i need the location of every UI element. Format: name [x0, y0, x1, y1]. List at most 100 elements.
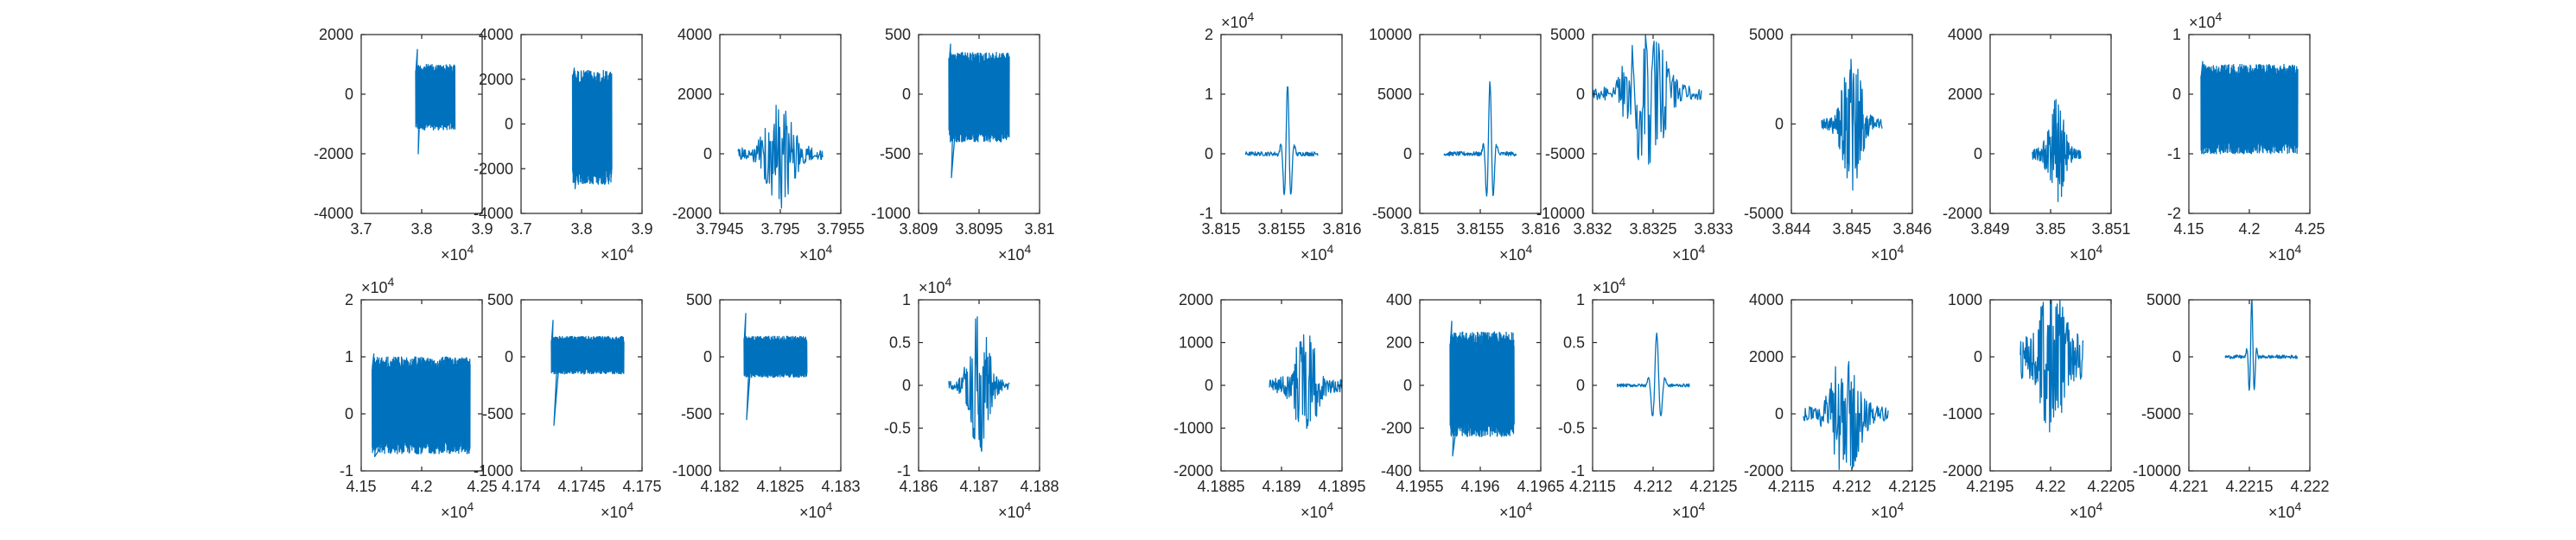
x-tick-label: 3.7955 [817, 220, 864, 238]
y-tick-label: 5000 [1550, 26, 1585, 43]
x-tick-label: 3.8155 [1456, 220, 1504, 238]
x-exponent-label: ×104 [1871, 242, 1905, 264]
y-tick-label: 1 [2172, 26, 2181, 43]
y-tick-label: 2000 [479, 71, 513, 88]
y-tick-label: -4000 [474, 205, 513, 222]
series-line [371, 353, 471, 458]
x-tick-label: 4.1745 [557, 478, 605, 495]
subplot-12: 4.174 4.1745 4.175 -1000 -500 0 500 ×104 [474, 291, 662, 521]
y-tick-label: 0 [345, 405, 353, 422]
y-tick-label: -1 [897, 462, 911, 480]
subplot-17: 4.2115 4.212 4.2125 -1 -0.5 0 0.5 1 ×104 ×104 [1558, 275, 1738, 521]
y-tick-label: -1000 [672, 462, 712, 480]
y-tick-label: 2 [1205, 26, 1213, 43]
y-tick-label: 0 [1403, 377, 1412, 394]
series-line [2032, 98, 2082, 202]
x-tick-label: 3.795 [760, 220, 799, 238]
subplot-14: 4.186 4.187 4.188 -1 -0.5 0 0.5 1 ×104 ×104 [884, 275, 1059, 521]
x-tick-label: 3.7 [350, 220, 372, 238]
axes-box [1220, 34, 1343, 214]
x-tick-label: 4.1955 [1396, 478, 1443, 495]
series-line [2224, 299, 2299, 391]
x-exponent-label: ×104 [799, 242, 833, 264]
series-line [743, 313, 808, 421]
x-tick-label: 3.7945 [696, 220, 743, 238]
x-tick-label: 4.1885 [1197, 478, 1244, 495]
y-tick-label: 500 [487, 291, 513, 308]
axes-box [1989, 34, 2112, 214]
y-tick-label: 0 [505, 116, 513, 133]
y-tick-label: 5000 [1377, 86, 1412, 103]
series-line [550, 320, 625, 426]
x-tick-label: 4.189 [1262, 478, 1301, 495]
x-exponent-label: ×104 [1871, 499, 1905, 521]
y-tick-label: -4000 [314, 205, 353, 222]
x-exponent-label: ×104 [1301, 242, 1334, 264]
series-line [415, 48, 456, 155]
x-tick-label: 4.2205 [2087, 478, 2134, 495]
y-exponent-label: ×104 [2189, 10, 2223, 31]
x-tick-label: 3.816 [1322, 220, 1361, 238]
y-exponent-label: ×104 [1593, 275, 1626, 296]
x-tick-label: 4.25 [467, 478, 497, 495]
y-tick-label: -500 [681, 405, 712, 422]
y-tick-label: -2000 [1174, 462, 1213, 480]
x-tick-label: 4.1825 [756, 478, 804, 495]
x-tick-label: 4.2 [410, 478, 432, 495]
x-tick-label: 4.2115 [1569, 478, 1616, 495]
y-tick-label: 10000 [1369, 26, 1412, 43]
y-tick-label: 2000 [1179, 291, 1213, 308]
x-exponent-label: ×104 [601, 499, 634, 521]
axes-box [520, 299, 643, 472]
y-tick-label: 4000 [1749, 291, 1784, 308]
y-tick-label: 0 [703, 145, 712, 162]
y-tick-label: 400 [1386, 291, 1412, 308]
axes-box [1419, 34, 1542, 214]
y-tick-label: -1000 [871, 205, 911, 222]
y-tick-label: -2000 [672, 205, 712, 222]
y-tick-label: 1000 [1948, 291, 1982, 308]
subplot-18: 4.2115 4.212 4.2125 -2000 0 2000 4000 ×104 [1744, 291, 1937, 521]
y-tick-label: 5000 [1749, 26, 1784, 43]
x-exponent-label: ×104 [601, 242, 634, 264]
x-tick-label: 4.2125 [1689, 478, 1737, 495]
x-tick-label: 3.85 [2035, 220, 2065, 238]
y-tick-label: 2000 [677, 86, 712, 103]
y-tick-label: 1 [1205, 86, 1213, 103]
y-tick-label: -1 [1199, 205, 1213, 222]
x-tick-label: 4.188 [1020, 478, 1059, 495]
x-tick-label: 3.832 [1573, 220, 1612, 238]
x-exponent-label: ×104 [441, 242, 474, 264]
x-tick-label: 3.81 [1024, 220, 1054, 238]
subplot-15: 4.1885 4.189 4.1895 -2000 -1000 0 1000 2000 ×104 [1174, 291, 1366, 521]
y-tick-label: 0 [2172, 86, 2181, 103]
y-tick-label: 0 [345, 86, 353, 103]
x-tick-label: 4.1895 [1318, 478, 1365, 495]
y-tick-label: 1000 [1179, 334, 1213, 352]
y-tick-label: -1000 [1943, 405, 1982, 422]
subplot-8: 3.844 3.845 3.846 -5000 0 5000 ×104 [1744, 26, 1932, 264]
y-tick-label: -1 [2167, 145, 2181, 162]
y-tick-label: -1 [340, 462, 353, 480]
y-tick-label: -2 [2167, 205, 2181, 222]
y-tick-label: 0.5 [1563, 334, 1585, 352]
subplot-5: 3.815 3.8155 3.816 -1 0 1 2 ×104 ×104 [1199, 10, 1362, 264]
y-tick-label: -10000 [2133, 462, 2181, 480]
y-tick-label: 0 [1974, 145, 1982, 162]
x-exponent-label: ×104 [1672, 242, 1706, 264]
y-tick-label: 2000 [319, 26, 353, 43]
x-tick-label: 4.212 [1633, 478, 1672, 495]
x-tick-label: 3.8325 [1629, 220, 1676, 238]
x-tick-label: 4.22 [2035, 478, 2065, 495]
series-line [2019, 299, 2084, 433]
x-tick-label: 4.2115 [1768, 478, 1815, 495]
y-tick-label: 0 [1775, 405, 1784, 422]
y-tick-label: 0 [902, 86, 911, 103]
x-exponent-label: ×104 [2070, 499, 2103, 521]
series-line [1592, 34, 1702, 165]
subplot-7: 3.832 3.8325 3.833 -10000 -5000 0 5000 ×104 [1536, 26, 1733, 264]
y-tick-label: 500 [885, 26, 911, 43]
y-tick-label: 0.5 [889, 334, 911, 352]
